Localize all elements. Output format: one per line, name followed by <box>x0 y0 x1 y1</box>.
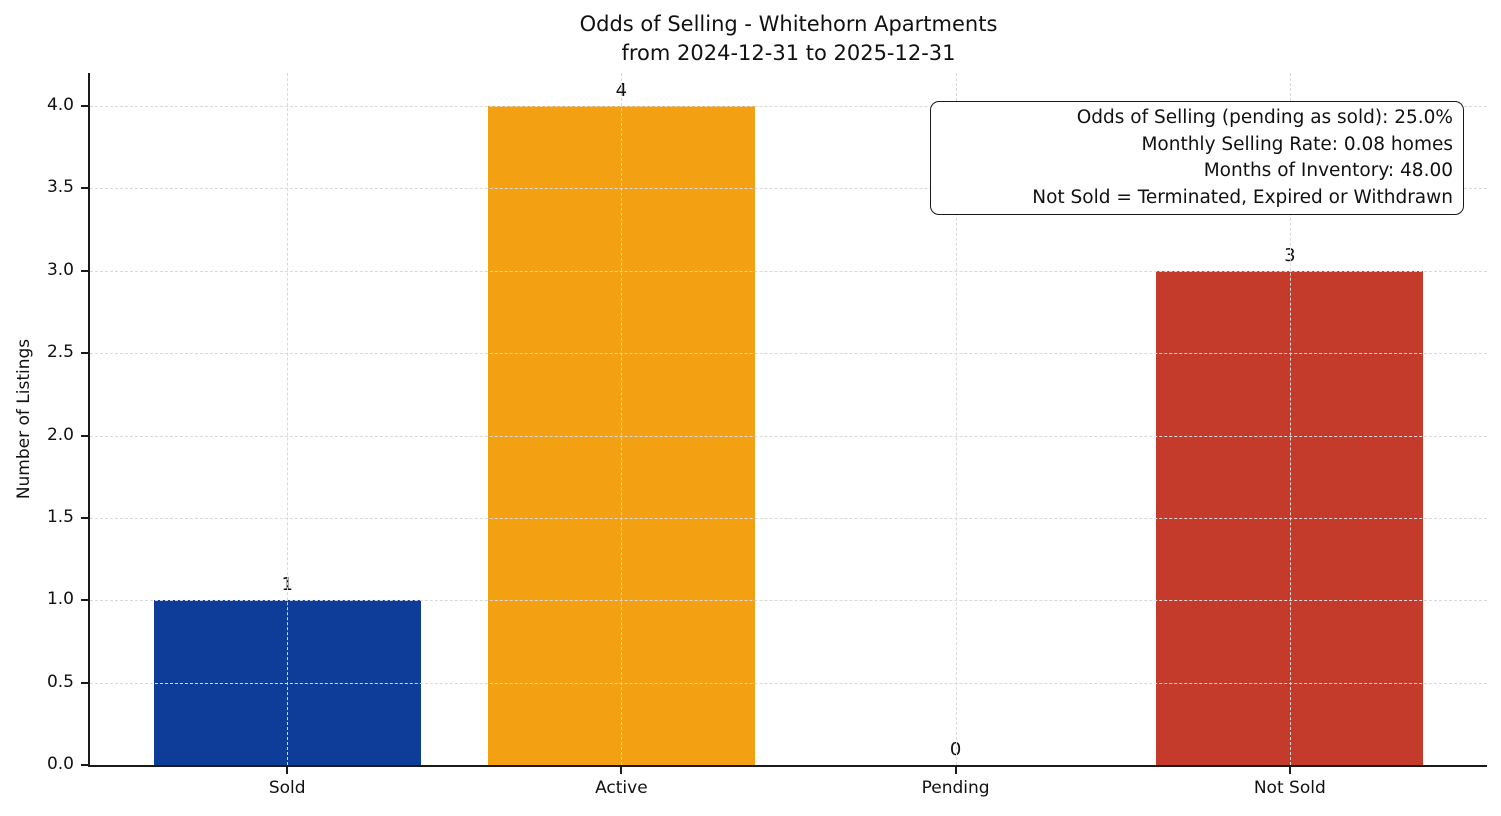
y-tick <box>81 352 88 355</box>
bar-value-label-not-sold: 3 <box>1284 244 1296 266</box>
x-tick-label-sold: Sold <box>268 778 306 798</box>
h-gridline <box>90 517 1487 519</box>
y-tick-label: 2.5 <box>46 342 74 363</box>
y-axis-label: Number of Listings <box>14 338 34 500</box>
chart-subtitle: from 2024-12-31 to 2025-12-31 <box>621 41 956 65</box>
x-tick-sold <box>286 767 289 774</box>
annotation-box: Odds of Selling (pending as sold): 25.0%… <box>930 101 1464 215</box>
y-tick-label: 4.0 <box>46 95 74 115</box>
y-tick <box>81 516 88 519</box>
h-gridline <box>90 682 1487 684</box>
y-tick <box>81 434 88 437</box>
y-tick-label: 1.0 <box>46 589 74 610</box>
x-tick-label-active: Active <box>595 778 648 798</box>
y-axis-spine <box>88 73 90 767</box>
y-tick-label: 0.0 <box>46 754 74 774</box>
x-tick-active <box>620 767 623 774</box>
h-gridline <box>90 435 1487 437</box>
annotation-months-of-inventory: Months of Inventory: 48.00 <box>1203 160 1453 182</box>
chart-title-block: Odds of Selling - Whitehorn Apartments f… <box>90 10 1487 68</box>
y-tick-label: 3.0 <box>46 259 74 280</box>
v-gridline-active <box>621 73 623 765</box>
y-tick <box>81 269 88 272</box>
bar-value-label-active: 4 <box>615 80 628 101</box>
y-tick-label: 1.5 <box>46 506 74 527</box>
y-tick <box>81 187 88 190</box>
annotation-odds-of-selling: Odds of Selling (pending as sold): 25.0% <box>1076 106 1453 128</box>
bar-sold <box>153 600 421 765</box>
bar-value-label-sold: 1 <box>281 574 293 596</box>
x-tick-pending <box>954 767 957 774</box>
y-tick-label: 0.5 <box>46 671 74 692</box>
bar-value-label-pending: 0 <box>949 739 962 760</box>
bar-active <box>487 106 756 765</box>
x-tick-label-not-sold: Not Sold <box>1253 778 1326 798</box>
y-tick <box>81 599 88 602</box>
chart-title: Odds of Selling - Whitehorn Apartments <box>579 12 998 36</box>
y-tick <box>81 105 88 107</box>
x-axis-spine <box>88 765 1487 767</box>
annotation-monthly-selling-rate: Monthly Selling Rate: 0.08 homes <box>1141 133 1453 155</box>
y-tick <box>81 681 88 684</box>
annotation-not-sold-definition: Not Sold = Terminated, Expired or Withdr… <box>1032 187 1453 209</box>
h-gridline <box>90 270 1487 272</box>
bar-not-sold <box>1156 270 1424 765</box>
y-tick-label: 3.5 <box>46 177 74 198</box>
y-tick-label: 2.0 <box>46 424 74 445</box>
h-gridline <box>90 353 1487 355</box>
h-gridline <box>90 600 1487 602</box>
v-gridline-sold <box>287 73 289 765</box>
x-tick-not-sold <box>1288 767 1291 774</box>
x-tick-label-pending: Pending <box>921 778 990 798</box>
y-tick <box>81 764 88 766</box>
